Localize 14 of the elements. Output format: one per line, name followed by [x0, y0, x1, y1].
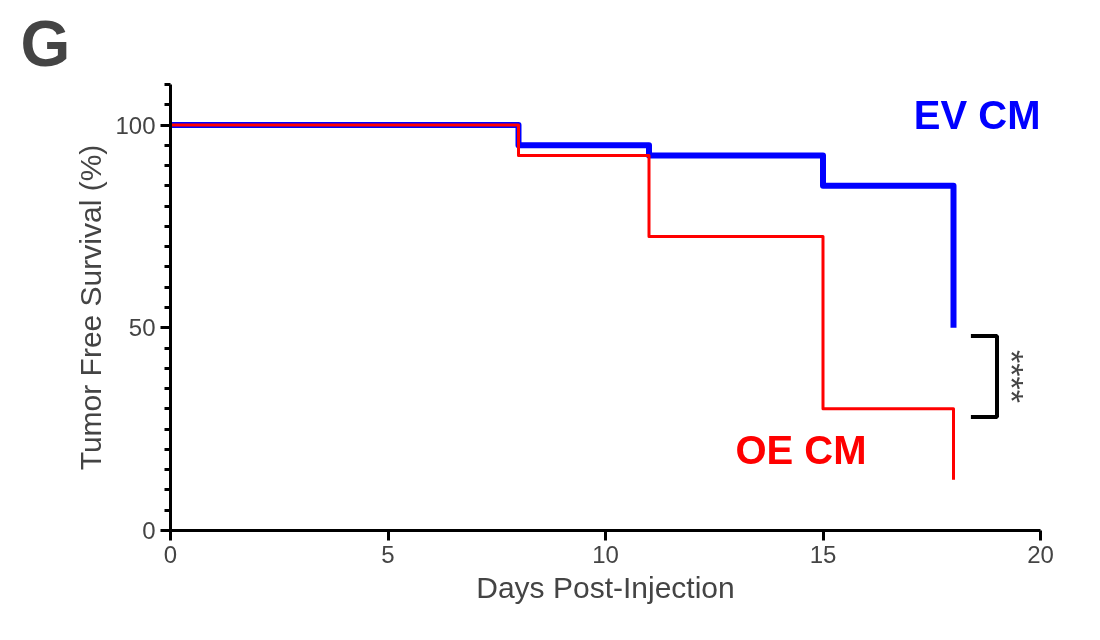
x-tick-label: 0: [163, 540, 178, 568]
chart-title: G: [20, 7, 71, 80]
x-tick-label: 20: [1027, 540, 1054, 568]
x-axis-title: Days Post-Injection: [476, 570, 735, 604]
y-tick-label: 100: [115, 111, 156, 139]
x-tick-label: 10: [592, 540, 619, 568]
y-tick-label: 50: [128, 314, 156, 342]
annotation: ****: [993, 349, 1032, 403]
x-tick-label: 15: [809, 540, 837, 568]
y-axis-title: Tumor Free Survival (%): [74, 144, 108, 471]
x-tick-label: 5: [381, 540, 395, 568]
series-label: EV CM: [913, 92, 1041, 137]
series-label: OE CM: [735, 427, 867, 472]
y-tick-label: 0: [142, 517, 156, 544]
